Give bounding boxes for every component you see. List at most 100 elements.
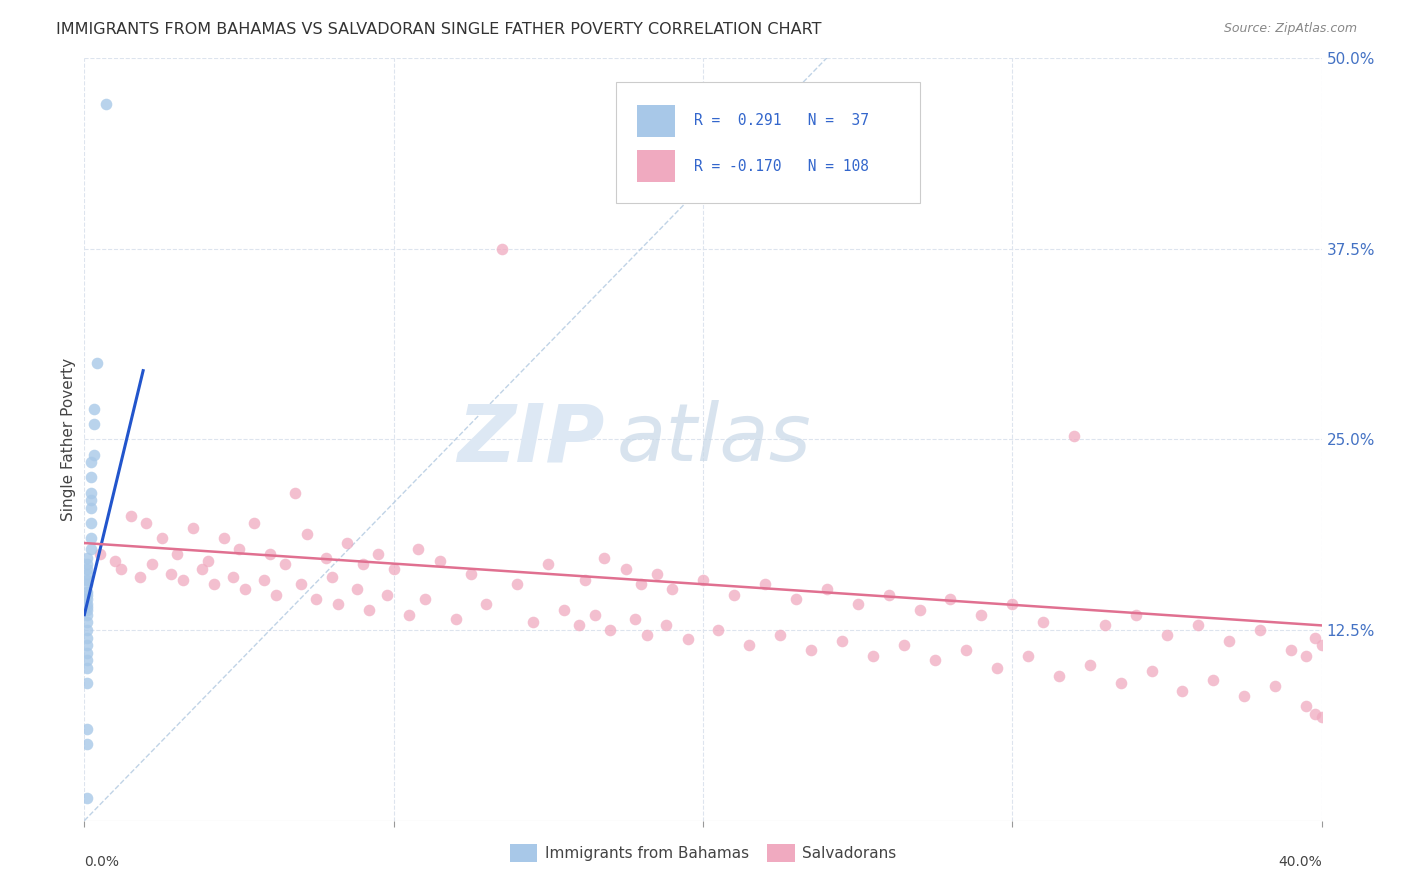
Point (284, 485, 307, 500)
Point (83, 417, 105, 431)
Point (893, 638, 915, 652)
Point (150, 532, 173, 546)
Point (1156, 627, 1178, 641)
Point (76, 577, 98, 591)
FancyBboxPatch shape (637, 150, 675, 182)
Point (94, 96, 117, 111)
Point (76, 623, 98, 637)
Point (202, 577, 225, 591)
Point (1249, 623, 1271, 637)
Point (76, 646, 98, 660)
Point (76, 562, 98, 576)
Point (1140, 664, 1163, 678)
Point (295, 527, 318, 541)
Point (76, 722, 98, 736)
Point (86, 356, 108, 370)
Point (172, 573, 194, 587)
Point (1279, 642, 1302, 657)
Point (553, 603, 575, 617)
Point (1047, 669, 1070, 683)
Point (645, 566, 668, 581)
Point (76, 737, 98, 751)
Point (583, 607, 606, 622)
Point (76, 558, 98, 572)
Point (1094, 618, 1116, 632)
Point (222, 569, 245, 583)
Point (357, 603, 380, 617)
Point (475, 597, 498, 611)
Point (76, 653, 98, 667)
Point (1171, 684, 1194, 698)
Point (76, 597, 98, 611)
Point (1233, 689, 1256, 703)
Point (79, 532, 101, 546)
Legend: Immigrants from Bahamas, Salvadorans: Immigrants from Bahamas, Salvadorans (503, 838, 903, 868)
Point (315, 551, 337, 566)
Point (79, 542, 101, 557)
Point (197, 554, 219, 568)
Point (1125, 607, 1147, 622)
Point (1032, 615, 1054, 630)
Point (676, 632, 699, 647)
Point (76, 551, 98, 566)
Point (352, 558, 374, 572)
Point (506, 577, 529, 591)
Point (243, 516, 266, 531)
Point (181, 521, 204, 535)
Point (413, 592, 436, 607)
Point (1078, 658, 1101, 673)
Point (120, 508, 142, 523)
Point (574, 573, 596, 587)
Point (398, 607, 420, 622)
Point (1063, 429, 1085, 443)
Point (1264, 680, 1286, 694)
Point (274, 558, 297, 572)
Point (76, 585, 98, 599)
Point (212, 532, 235, 546)
Point (228, 542, 250, 557)
Point (908, 603, 931, 617)
Point (382, 562, 405, 576)
Point (89, 547, 111, 561)
Point (636, 627, 658, 641)
Point (846, 597, 869, 611)
Point (76, 615, 98, 630)
Point (76, 661, 98, 675)
Point (1310, 638, 1333, 652)
Point (862, 648, 884, 663)
Point (367, 547, 389, 561)
Point (264, 588, 287, 602)
FancyBboxPatch shape (637, 104, 675, 136)
Point (593, 551, 616, 566)
Text: ZIP: ZIP (457, 401, 605, 478)
Point (692, 573, 714, 587)
Point (1218, 633, 1240, 648)
Point (655, 618, 678, 632)
Point (1109, 676, 1132, 690)
Point (76, 631, 98, 645)
Point (800, 642, 823, 657)
Text: Source: ZipAtlas.com: Source: ZipAtlas.com (1223, 22, 1357, 36)
Point (831, 633, 853, 648)
Point (429, 554, 451, 568)
Point (568, 618, 591, 632)
Text: 0.0%: 0.0% (84, 855, 120, 869)
Point (129, 569, 152, 583)
Point (79, 470, 101, 484)
Point (723, 588, 745, 602)
Point (661, 582, 683, 596)
Point (83, 448, 105, 462)
Point (166, 547, 188, 561)
Point (76, 790, 98, 805)
Point (1017, 648, 1039, 663)
Point (444, 612, 467, 626)
Point (346, 582, 368, 596)
Point (1295, 648, 1317, 663)
Point (707, 623, 730, 637)
Point (76, 676, 98, 690)
Point (769, 627, 792, 641)
Text: atlas: atlas (616, 401, 811, 478)
Point (754, 577, 776, 591)
Text: R =  0.291   N =  37: R = 0.291 N = 37 (695, 113, 869, 128)
Point (76, 607, 98, 622)
